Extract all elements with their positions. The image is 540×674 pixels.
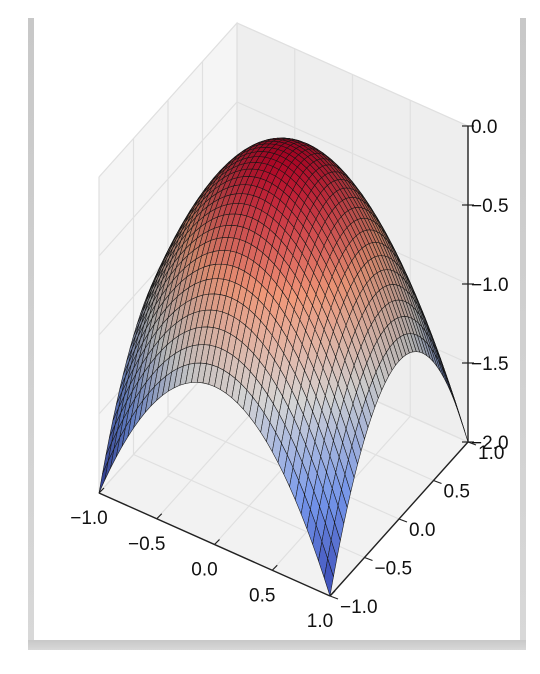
surface-patch (323, 558, 334, 597)
y-tick-label: 0.0 (409, 520, 435, 541)
y-axis-ticks: −1.0 −0.5 0.0 0.5 1.0 (329, 441, 504, 618)
x-tick-mark (98, 487, 105, 494)
x-tick-label: 0.5 (249, 585, 275, 606)
z-gridline (98, 101, 469, 257)
y-tick-label: −1.0 (340, 597, 378, 618)
z-tick-label: −1.0 (471, 275, 509, 296)
y-tick-mark (364, 556, 373, 562)
x-tick-label: 0.0 (191, 560, 217, 581)
y-tick-label: 1.0 (478, 443, 504, 464)
x-tick-mark (329, 590, 336, 597)
x-tick-mark (214, 539, 220, 545)
x-tick-label: −1.0 (70, 508, 108, 529)
x-axis-ticks: −1.0 −0.5 0.0 0.5 1.0 (70, 487, 336, 632)
figure-shadow-left (28, 18, 34, 648)
z-tick-label: −0.5 (471, 196, 509, 217)
y-tick-mark (329, 595, 339, 600)
x-tick-label: 1.0 (307, 611, 333, 632)
figure-shadow-right (520, 18, 526, 648)
z-gridline (98, 22, 469, 178)
y-tick-mark (433, 479, 442, 485)
y-tick-label: −0.5 (375, 559, 413, 580)
z-axis-ticks: 0.0 −0.5 −1.0 −1.5 −2.0 (462, 117, 509, 454)
x-tick-label: −0.5 (128, 534, 166, 555)
x-tick-mark (271, 564, 278, 571)
y-tick-mark (398, 518, 408, 523)
z-tick-label: −1.5 (471, 354, 509, 375)
figure-shadow-bottom (28, 640, 526, 650)
z-tick-label: −2.0 (471, 433, 509, 454)
x-tick-mark (156, 513, 163, 520)
surface-mesh (98, 137, 469, 597)
y-tick-label: 0.5 (444, 482, 470, 503)
z-tick-label: 0.0 (471, 117, 497, 138)
